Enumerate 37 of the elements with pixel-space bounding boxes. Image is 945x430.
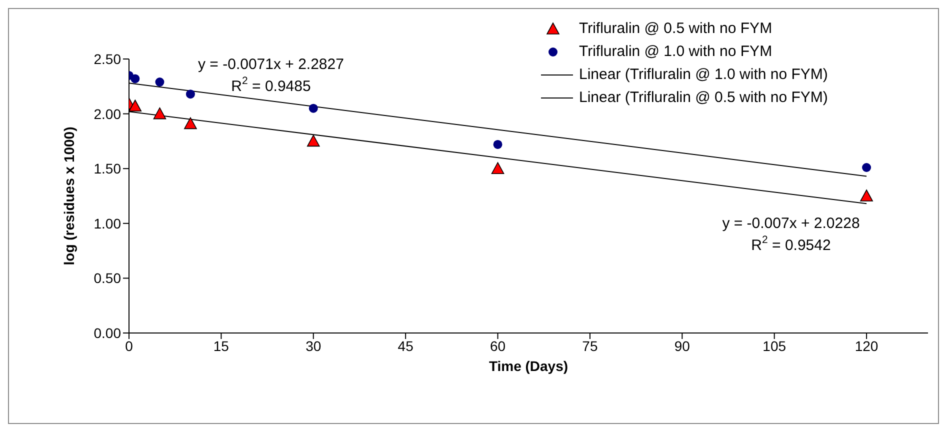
- x-tick-label: 105: [762, 338, 786, 354]
- point: [130, 74, 140, 84]
- y-tick-label: 2.50: [94, 50, 122, 67]
- point: [129, 100, 142, 112]
- x-tick-label: 15: [213, 338, 230, 354]
- y-tick-label: 0.00: [94, 324, 122, 341]
- x-tick-label: 0: [125, 338, 134, 354]
- point: [491, 162, 504, 174]
- point: [862, 163, 872, 172]
- point: [184, 117, 197, 130]
- legend-label: Linear (Trifluralin @ 1.0 with no FYM): [579, 65, 828, 85]
- annotation: R$^{2}$ = 0.9485: [231, 74, 311, 95]
- x-tick-label: 90: [674, 338, 690, 354]
- x-tick-label: 45: [398, 338, 414, 354]
- y-tick-label: 2.00: [94, 106, 122, 122]
- point: [186, 90, 195, 99]
- legend-label: Linear (Trifluralin @ 0.5 with no FYM): [579, 88, 828, 108]
- y-axis-title: log (residues x 1000): [60, 126, 77, 266]
- point: [308, 104, 318, 113]
- y-tick-label: 1.00: [94, 215, 122, 232]
- point: [860, 190, 873, 202]
- legend-label: Trifluralin @ 0.5 with no FYM: [579, 19, 772, 39]
- legend-label: Trifluralin @ 1.0 with no FYM: [579, 42, 772, 62]
- x-axis-title: Time (Days): [488, 358, 568, 374]
- point: [153, 107, 166, 120]
- x-tick-label: 60: [490, 338, 506, 354]
- annotation: y = -0.007x + 2.0228: [722, 214, 860, 232]
- point: [155, 78, 164, 87]
- x-tick-label: 75: [582, 338, 598, 354]
- y-tick-label: 0.50: [94, 270, 122, 286]
- annotation: y = -0.0071x + 2.2827: [198, 56, 344, 73]
- x-tick-label: 120: [854, 338, 878, 354]
- point: [306, 134, 320, 147]
- point: [493, 140, 502, 149]
- annotation: R$^{2}$ = 0.9542: [751, 234, 831, 254]
- x-tick-label: 30: [306, 338, 322, 354]
- y-tick-label: 1.50: [94, 160, 122, 177]
